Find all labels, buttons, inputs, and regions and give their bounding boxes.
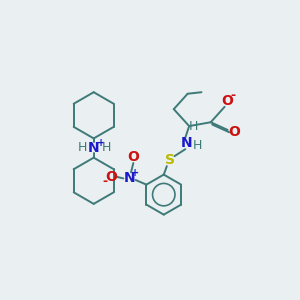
Text: H: H xyxy=(101,141,111,154)
Text: O: O xyxy=(228,125,240,139)
Text: H: H xyxy=(193,139,202,152)
Text: N: N xyxy=(88,141,100,155)
Text: -: - xyxy=(102,175,107,188)
Text: O: O xyxy=(128,150,139,164)
Text: H: H xyxy=(77,141,87,154)
Text: -: - xyxy=(230,89,236,102)
Text: N: N xyxy=(124,172,135,185)
Text: O: O xyxy=(105,170,117,184)
Text: S: S xyxy=(165,153,175,167)
Text: N: N xyxy=(181,136,193,150)
Text: O: O xyxy=(222,94,234,108)
Text: H: H xyxy=(189,120,199,134)
Text: +: + xyxy=(131,168,139,178)
Text: +: + xyxy=(97,138,105,148)
